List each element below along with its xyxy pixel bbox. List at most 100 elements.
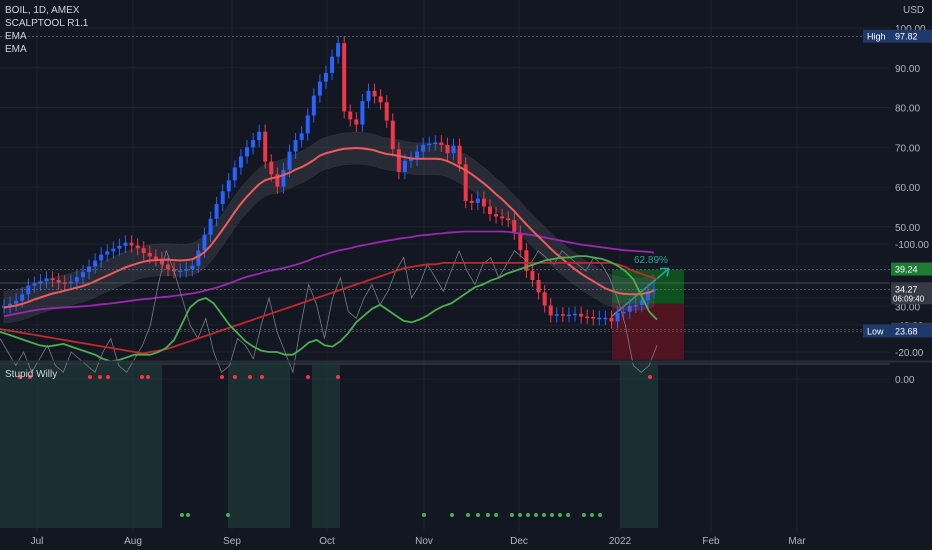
- candle-body: [494, 214, 499, 217]
- currency-label: USD: [903, 5, 925, 16]
- osc-y-tick-label: 0.00: [895, 375, 915, 386]
- candle-body: [645, 291, 650, 301]
- candle-body: [56, 280, 61, 283]
- candle-body: [263, 131, 268, 162]
- sell-dot: [146, 375, 150, 379]
- candle-body: [317, 81, 322, 96]
- osc-slow-line: [0, 262, 658, 355]
- candle-body: [354, 119, 359, 125]
- candle-body: [26, 285, 31, 295]
- candle-body: [603, 317, 608, 320]
- buy-dot: [526, 513, 530, 517]
- candle-body: [244, 147, 249, 157]
- candle-body: [500, 216, 505, 219]
- candle-body: [196, 250, 201, 266]
- candle-body: [409, 158, 414, 161]
- osc-y-tick-label: -20.00: [895, 348, 924, 359]
- buy-dot: [566, 513, 570, 517]
- signal-zone: [228, 362, 290, 528]
- candle-body: [542, 292, 547, 306]
- oscillator-pane: [0, 249, 890, 528]
- candle-body: [390, 120, 395, 150]
- x-tick-label: Nov: [415, 536, 433, 547]
- candle-body: [269, 161, 274, 175]
- sell-dot: [248, 375, 252, 379]
- candle-body: [299, 133, 304, 141]
- buy-dot: [186, 513, 190, 517]
- indicator-scalptool[interactable]: SCALPTOOL R1.1: [5, 18, 89, 29]
- buy-dot: [510, 513, 514, 517]
- candle-body: [548, 305, 553, 316]
- price-tag-box: [863, 29, 891, 43]
- sell-dot: [260, 375, 264, 379]
- candle-body: [105, 251, 110, 255]
- y-tick-label: 70.00: [895, 143, 920, 154]
- candle-body: [585, 316, 590, 319]
- time-axis[interactable]: Jul Aug Sep Oct Nov Dec 2022 Feb Mar: [31, 536, 807, 547]
- candle-body: [633, 305, 638, 307]
- buy-dot: [450, 513, 454, 517]
- symbol-title[interactable]: BOIL, 1D, AMEX: [5, 5, 80, 16]
- candle-body: [427, 143, 432, 146]
- candle-body: [238, 156, 243, 168]
- candle-body: [348, 111, 353, 120]
- candle-body: [457, 145, 462, 165]
- price-axis[interactable]: 100.0090.0080.0070.0060.0050.0040.0030.0…: [0, 24, 932, 386]
- candle-body: [287, 151, 292, 170]
- candle-body: [445, 144, 450, 154]
- buy-dot: [518, 513, 522, 517]
- candle-body: [652, 289, 656, 292]
- candle-body: [141, 248, 146, 253]
- candle-body: [202, 234, 207, 251]
- candle-body: [627, 305, 632, 312]
- candle-body: [597, 317, 602, 320]
- candle-body: [50, 278, 55, 281]
- sell-dot: [648, 375, 652, 379]
- candle-body: [38, 281, 43, 284]
- price-label-value: 39.24: [895, 265, 918, 275]
- candle-body: [8, 303, 13, 307]
- candle-body: [621, 311, 626, 314]
- buy-dot: [558, 513, 562, 517]
- price-label-box: [891, 324, 932, 338]
- buy-dot: [180, 513, 184, 517]
- candle-body: [129, 242, 134, 246]
- oscillator-title[interactable]: Stupid Willy: [5, 369, 58, 380]
- candle-body: [530, 270, 535, 281]
- ema-channel: [3, 131, 655, 324]
- sell-dot: [106, 375, 110, 379]
- candle-body: [536, 280, 541, 293]
- x-tick-label: Sep: [223, 536, 241, 547]
- price-tag-label: Low: [867, 326, 884, 336]
- x-tick-label: Dec: [510, 536, 528, 547]
- candle-body: [20, 294, 25, 301]
- candle-body: [463, 164, 468, 201]
- buy-dot: [534, 513, 538, 517]
- indicator-ema-slow[interactable]: EMA: [5, 44, 27, 55]
- candle-body: [208, 218, 213, 235]
- candle-body: [566, 314, 571, 317]
- sell-dot: [140, 375, 144, 379]
- price-label-value: 34.27: [895, 284, 918, 294]
- candle-body: [68, 281, 73, 284]
- candle-body: [378, 96, 383, 103]
- price-tag-label: High: [867, 32, 886, 42]
- candle-body: [415, 151, 420, 159]
- candle-body: [573, 313, 578, 316]
- candle-body: [506, 218, 511, 220]
- sell-dot: [28, 375, 32, 379]
- candle-body: [433, 142, 438, 144]
- candle-body: [80, 272, 85, 278]
- candle-body: [178, 270, 183, 272]
- candle-body: [360, 101, 365, 125]
- y-tick-label: 30.00: [895, 302, 920, 313]
- y-tick-label: 90.00: [895, 64, 920, 75]
- indicator-ema-fast[interactable]: EMA: [5, 31, 27, 42]
- candle-body: [342, 43, 347, 112]
- position-tool[interactable]: 62.89%: [611, 255, 684, 360]
- buy-dot: [590, 513, 594, 517]
- ema-slow-line: [3, 230, 655, 318]
- candle-body: [166, 264, 171, 270]
- candle-body: [396, 149, 401, 172]
